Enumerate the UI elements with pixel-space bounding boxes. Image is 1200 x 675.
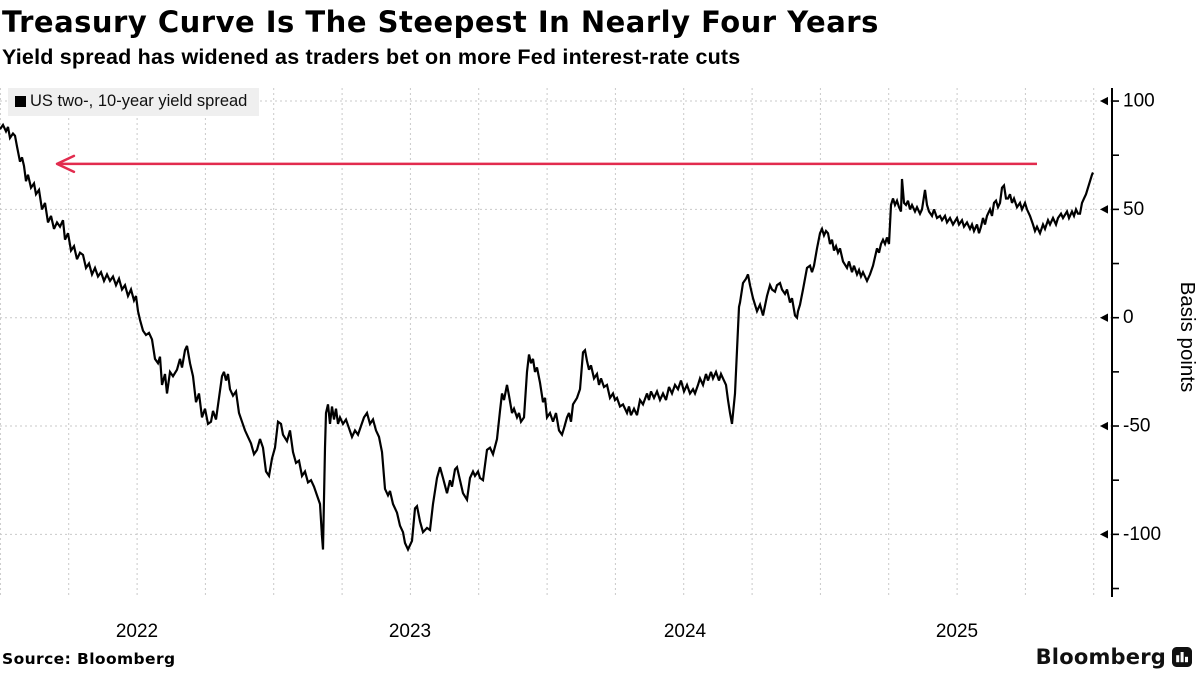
source-note: Source: Bloomberg — [2, 650, 176, 668]
yield-spread-line — [0, 122, 1095, 553]
legend: US two-, 10-year yield spread — [8, 88, 260, 116]
y-axis-tick-label: 0 — [1123, 307, 1134, 328]
x-axis-tick-label: 2024 — [664, 621, 707, 642]
y-axis-tick-arrow-icon — [1100, 421, 1108, 431]
annotation-arrow-head — [55, 154, 76, 174]
bloomberg-wordmark: Bloomberg — [1035, 645, 1166, 669]
legend-label: US two-, 10-year yield spread — [30, 92, 248, 110]
x-axis-tick-label: 2023 — [389, 621, 431, 642]
x-axis-tick-label: 2022 — [116, 621, 158, 642]
y-axis-tick-arrow-icon — [1100, 205, 1108, 214]
y-axis-title: Basis points — [1176, 282, 1199, 393]
y-axis-tick-label: -50 — [1123, 416, 1150, 437]
y-axis-tick-label: 100 — [1123, 91, 1155, 112]
bloomberg-logo: Bloomberg — [1036, 645, 1192, 669]
y-axis-tick-arrow-icon — [1100, 530, 1108, 539]
y-axis-tick-label: 50 — [1123, 199, 1144, 220]
page-subtitle: Yield spread has widened as traders bet … — [2, 45, 741, 69]
y-axis-tick-label: -100 — [1123, 524, 1161, 545]
x-axis-tick-label: 2025 — [936, 621, 978, 642]
y-axis-tick-arrow-icon — [1100, 313, 1108, 322]
legend-swatch-icon — [15, 96, 26, 107]
page-title: Treasury Curve Is The Steepest In Nearly… — [2, 5, 879, 39]
y-axis-tick-arrow-icon — [1100, 96, 1108, 106]
bloomberg-terminal-icon — [1172, 647, 1192, 667]
